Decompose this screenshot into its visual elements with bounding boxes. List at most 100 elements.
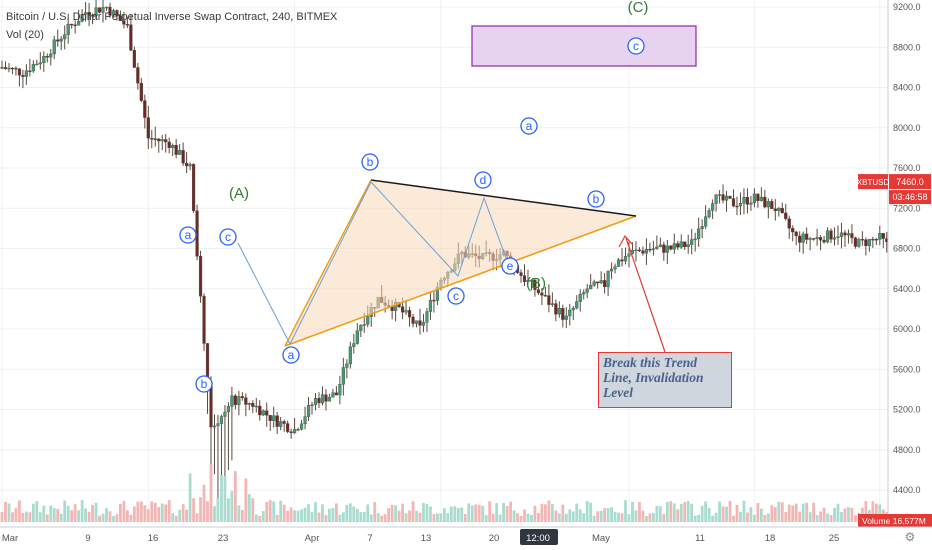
volume-indicator-label[interactable]: Vol (20) [6, 29, 44, 41]
volume-bar [638, 502, 641, 522]
candle-body [83, 12, 88, 15]
volume-bar [429, 506, 432, 522]
candle-body [111, 10, 116, 16]
volume-bar [209, 463, 213, 522]
volume-bar [432, 514, 436, 522]
volume-bar [526, 513, 530, 522]
candle-body [582, 292, 586, 295]
volume-bar [56, 508, 60, 522]
wave-label-blue: c [225, 230, 231, 244]
volume-bar [279, 500, 283, 522]
wave-label-circle [501, 257, 519, 275]
y-tick-label: 6000.0 [893, 324, 921, 334]
volume-bar [571, 511, 575, 522]
candle-body [178, 150, 182, 155]
volume-bar [220, 475, 223, 522]
volume-bar [49, 505, 53, 522]
volume-bar [456, 507, 460, 522]
volume-bar [749, 507, 753, 522]
candle-body [568, 309, 572, 317]
volume-bar [697, 514, 701, 522]
volume-bar [150, 501, 154, 522]
y-axis-panel [888, 0, 932, 550]
volume-bar [547, 500, 551, 522]
volume-bar [293, 510, 296, 522]
candle-body [345, 363, 349, 368]
candle-body [59, 38, 63, 42]
volume-bar [599, 510, 603, 522]
wave-label-green: (C) [628, 0, 649, 16]
candle-body [575, 301, 579, 309]
candle-body [87, 12, 91, 16]
volume-bar [139, 501, 143, 522]
volume-bar [42, 505, 46, 522]
candle-body [223, 411, 227, 417]
volume-bar [418, 512, 422, 522]
volume-bar [192, 498, 195, 522]
settings-icon[interactable]: ⚙ [905, 530, 916, 544]
volume-bar [753, 514, 756, 522]
candle-body [404, 310, 408, 313]
candle-body [35, 63, 39, 66]
candle-body [73, 24, 77, 27]
candle-body [724, 195, 729, 201]
volume-bar [756, 502, 760, 522]
volume-bar [634, 510, 638, 522]
candle-body [798, 235, 802, 243]
volume-bar [206, 501, 209, 522]
volume-bar [516, 513, 519, 522]
volume-bar [777, 501, 781, 522]
volume-bar [808, 512, 812, 522]
invalidation-annotation[interactable]: Break this Trend Line, Invalidation Leve… [598, 352, 732, 408]
candle-body [188, 164, 192, 167]
candle-body [164, 139, 168, 143]
volume-bar [711, 515, 714, 522]
volume-bar [509, 501, 512, 522]
candle-body [286, 423, 290, 432]
candle-body [717, 194, 722, 196]
candle-body [129, 24, 133, 51]
volume-bar [387, 508, 391, 522]
volume-bar [247, 494, 251, 522]
candle-body [265, 410, 269, 416]
upper-trendline[interactable] [370, 179, 637, 217]
candle-body [672, 243, 676, 250]
candle-body [829, 230, 833, 240]
x-tick-label: Apr [305, 533, 320, 544]
volume-bar [28, 512, 32, 522]
target-box[interactable] [471, 25, 697, 67]
triangle-pattern[interactable] [284, 179, 637, 347]
candle-body [411, 316, 415, 324]
volume-bar [390, 504, 394, 522]
candle-body [49, 53, 53, 58]
wave-label-blue: c [453, 289, 459, 303]
volume-bar [707, 507, 711, 522]
volume-bar [700, 505, 704, 522]
volume-bar [105, 508, 108, 522]
volume-bar [425, 503, 429, 522]
candle-body [759, 196, 763, 201]
volume-bar [725, 506, 728, 522]
volume-bar [498, 514, 502, 522]
candle-body [272, 415, 276, 421]
annotation-arrowhead [618, 234, 634, 248]
candle-body [818, 237, 823, 241]
candle-body [623, 256, 628, 262]
volume-bar [376, 513, 380, 522]
candle-body [711, 203, 715, 211]
volume-bar [167, 500, 171, 522]
wave-label-circle [627, 37, 645, 55]
x-tick-label: 25 [829, 533, 840, 544]
lower-trendline[interactable] [284, 215, 637, 347]
candle-body [45, 55, 49, 58]
wave-label-circle [447, 287, 465, 305]
volume-bar [136, 501, 140, 522]
volume-bar [230, 490, 234, 522]
candle-body [150, 138, 154, 140]
volume-bar [373, 502, 377, 522]
candle-body [268, 415, 272, 421]
candle-body [352, 343, 356, 347]
candle-body [874, 239, 878, 241]
volume-bar [21, 512, 25, 522]
